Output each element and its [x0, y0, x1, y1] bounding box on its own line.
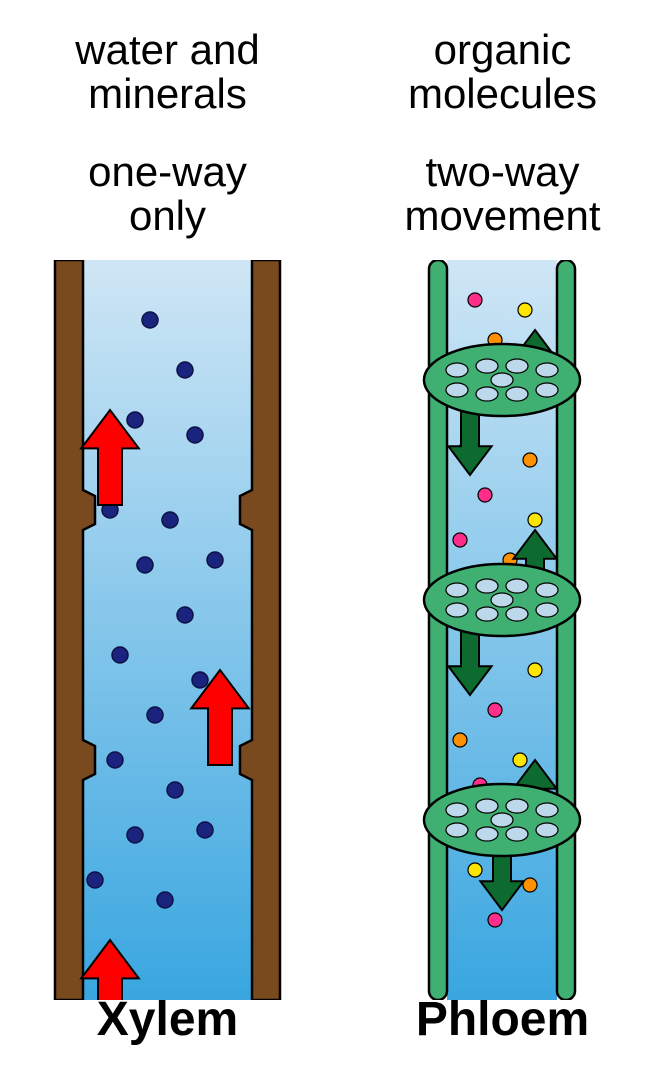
phloem-figure: [335, 260, 670, 1000]
xylem-column: water andminerals one-wayonly Xylem: [0, 0, 335, 1067]
xylem-top-label: water andminerals: [0, 28, 335, 116]
phloem-top-label: organicmolecules: [335, 28, 670, 116]
xylem-bottom-label: Xylem: [0, 992, 335, 1047]
phloem-column: organicmolecules two-waymovement Phloem: [335, 0, 670, 1067]
phloem-sub-label: two-waymovement: [335, 150, 670, 238]
diagram-page: water andminerals one-wayonly Xylem orga…: [0, 0, 670, 1067]
phloem-bottom-label: Phloem: [335, 992, 670, 1047]
xylem-figure: [0, 260, 335, 1000]
xylem-sub-label: one-wayonly: [0, 150, 335, 238]
